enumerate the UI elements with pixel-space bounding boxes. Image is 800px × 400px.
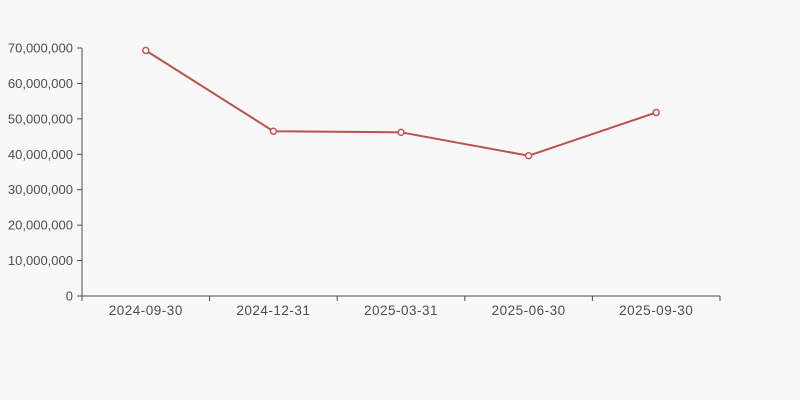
x-axis-tick-label: 2025-03-31 bbox=[364, 303, 438, 318]
data-point-marker[interactable] bbox=[269, 127, 278, 135]
y-axis-tick-label: 70,000,000 bbox=[8, 41, 73, 56]
y-axis-tick-label: 50,000,000 bbox=[8, 111, 73, 126]
data-point-marker[interactable] bbox=[524, 152, 533, 160]
x-axis-tick-label: 2025-09-30 bbox=[619, 303, 693, 318]
x-axis-tick-label: 2025-06-30 bbox=[492, 303, 566, 318]
y-axis-tick-label: 30,000,000 bbox=[8, 182, 73, 197]
y-axis-tick-label: 10,000,000 bbox=[8, 253, 73, 268]
y-axis-tick-label: 20,000,000 bbox=[8, 218, 73, 233]
data-point-marker[interactable] bbox=[397, 128, 405, 137]
data-point-marker[interactable] bbox=[652, 108, 660, 117]
y-axis-tick-label: 0 bbox=[66, 289, 73, 304]
x-axis-tick-label: 2024-09-30 bbox=[109, 303, 183, 318]
y-axis-tick-label: 40,000,000 bbox=[8, 147, 73, 162]
data-point-marker[interactable] bbox=[142, 46, 150, 55]
x-axis-tick-label: 2024-12-31 bbox=[236, 303, 310, 318]
y-axis-tick-label: 60,000,000 bbox=[8, 76, 73, 91]
